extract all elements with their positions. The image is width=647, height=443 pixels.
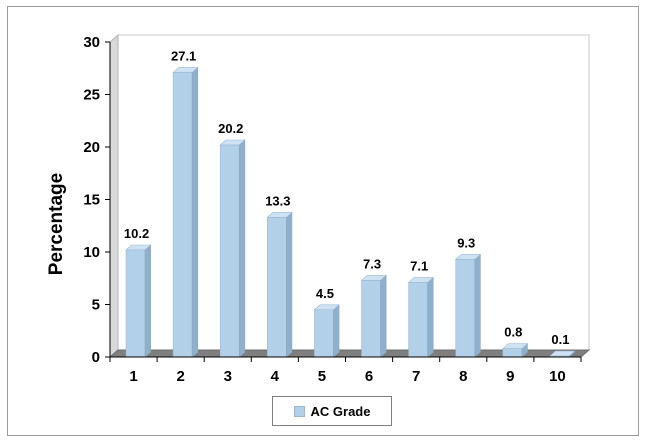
- x-tick-label: 2: [176, 368, 184, 385]
- bar-side: [474, 253, 481, 358]
- bar-top: [266, 212, 293, 218]
- bar: [502, 343, 529, 358]
- bar-front: [219, 144, 240, 358]
- data-label: 0.8: [504, 325, 522, 340]
- x-axis: 1 2 3 4 5 6 7 8 9 10: [109, 356, 582, 385]
- bar-top: [454, 254, 482, 260]
- x-tick-label: 5: [318, 368, 326, 385]
- data-label: 7.1: [410, 258, 428, 273]
- legend-label: AC Grade: [310, 403, 371, 419]
- data-label: 13.3: [265, 193, 290, 208]
- bar-front: [267, 217, 287, 358]
- bar-top: [407, 277, 435, 283]
- bar-front: [408, 282, 428, 358]
- data-label: 20.2: [218, 121, 243, 136]
- data-label: 0.1: [551, 332, 569, 347]
- y-tick-label: 5: [92, 297, 100, 314]
- bar: [219, 139, 246, 358]
- bar-top: [172, 67, 199, 73]
- bar: [454, 253, 482, 358]
- x-tick-label: 4: [271, 368, 280, 385]
- y-axis: 0 5 10 15 20 25 30: [83, 34, 111, 366]
- x-tick-label: 6: [365, 368, 373, 385]
- bar: [125, 244, 152, 358]
- y-tick-label: 20: [83, 139, 100, 156]
- bar: [266, 211, 293, 358]
- bar-front: [314, 309, 334, 358]
- y-tick-label: 30: [83, 34, 100, 51]
- y-axis-title: Percentage: [46, 173, 67, 275]
- bar-top: [313, 304, 340, 311]
- bar-top: [219, 139, 246, 146]
- bar-side: [427, 276, 434, 358]
- x-tick-label: 8: [459, 368, 467, 385]
- x-tick-label: 1: [129, 368, 137, 385]
- bar-side: [191, 66, 199, 358]
- data-label: 10.2: [124, 226, 149, 241]
- bar-top: [502, 343, 529, 349]
- x-tick-label: 7: [412, 368, 420, 385]
- bar-side: [238, 139, 246, 358]
- bar-side: [333, 304, 340, 358]
- data-label: 27.1: [171, 48, 196, 63]
- data-label: 9.3: [457, 235, 475, 250]
- bars: 10.2 27.1 20.2 13.3 4.5 7.3 7.1 9.3 0.8 0.1: [124, 48, 576, 358]
- bar-front: [455, 259, 476, 358]
- bar-top: [549, 350, 576, 357]
- legend-swatch: [293, 405, 305, 417]
- bar-top: [360, 275, 387, 281]
- bar-front: [172, 72, 193, 358]
- bar: [549, 350, 576, 358]
- y-tick-label: 10: [83, 244, 100, 261]
- bar-front: [361, 280, 381, 358]
- bar-side: [144, 244, 151, 358]
- y-tick-label: 0: [92, 349, 100, 366]
- bar: [313, 304, 340, 358]
- data-label: 7.3: [363, 256, 381, 271]
- legend: AC Grade: [272, 396, 392, 426]
- x-tick-label: 9: [506, 368, 514, 385]
- bar-side: [286, 211, 293, 358]
- bar: [172, 66, 199, 358]
- data-label: 4.5: [316, 286, 334, 301]
- bar: [407, 276, 435, 358]
- x-tick-label: 10: [549, 368, 566, 385]
- bar-front: [125, 249, 146, 358]
- y-tick-label: 15: [83, 192, 100, 209]
- bar-top: [125, 244, 152, 251]
- bar-side: [380, 274, 387, 358]
- x-tick-label: 3: [224, 368, 232, 385]
- bar-front: [502, 348, 523, 358]
- side-wall: [109, 33, 119, 359]
- bar: [360, 274, 387, 358]
- y-tick-label: 25: [83, 87, 100, 104]
